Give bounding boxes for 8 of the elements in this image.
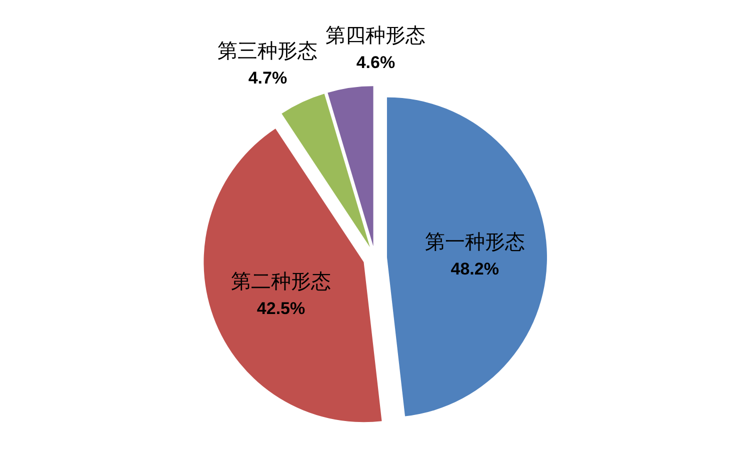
slice-label: 第三种形态 xyxy=(218,38,318,63)
data-label: 4.7% xyxy=(248,68,288,88)
slice-label: 第四种形态 xyxy=(326,22,426,47)
slice-label: 第二种形态 xyxy=(231,269,332,294)
data-label: 48.2% xyxy=(450,259,499,278)
data-label: 4.6% xyxy=(356,52,396,72)
slice-label: 第一种形态 xyxy=(424,229,525,254)
data-label: 42.5% xyxy=(256,299,306,318)
